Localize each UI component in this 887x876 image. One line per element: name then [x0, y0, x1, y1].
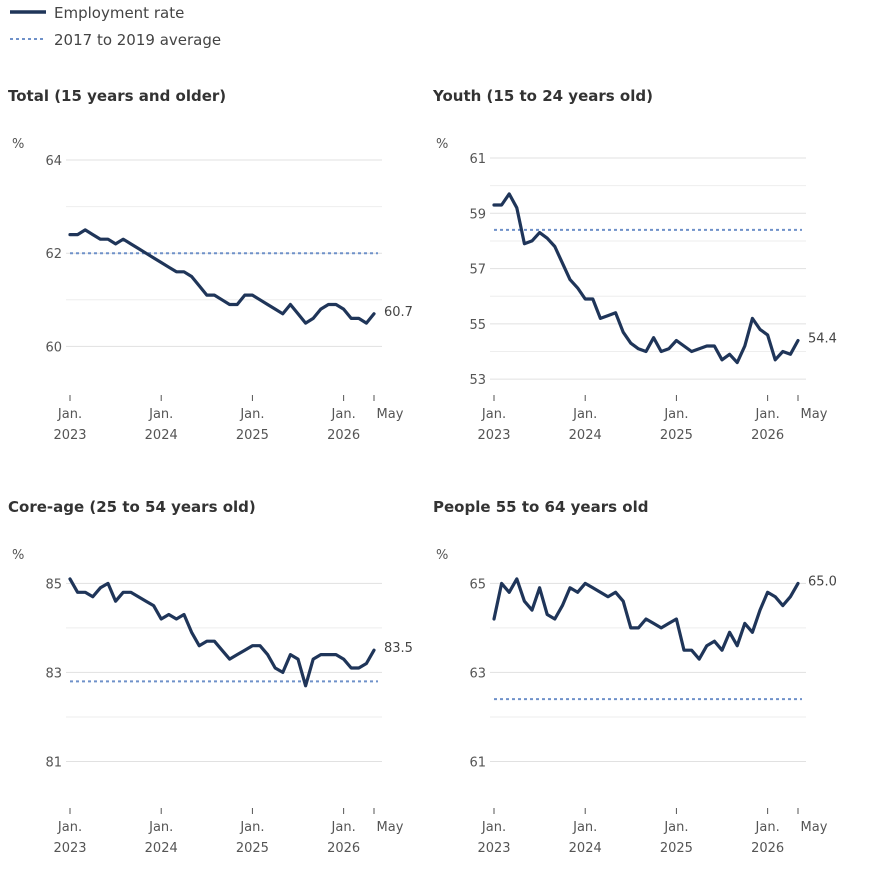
x-tick-label: Jan.: [148, 820, 173, 835]
y-tick-label: 63: [469, 666, 486, 681]
y-tick-label: 59: [469, 207, 486, 222]
legend-employment-label: Employment rate: [54, 4, 184, 22]
x-tick-label: Jan.: [755, 820, 780, 835]
x-tick-label: Jan.: [148, 407, 173, 422]
x-tick-year: 2024: [569, 841, 602, 856]
chart-panel-3: Core-age (25 to 54 years old)% 81 83 85 Jan.…: [8, 498, 413, 856]
x-tick-label: Jan.: [331, 820, 356, 835]
y-unit-label: %: [436, 137, 448, 152]
y-tick-label: 65: [469, 577, 486, 592]
legend: Employment rate 2017 to 2019 average: [10, 4, 221, 49]
chart-panel-1: Total (15 years and older)% 60 62 64 Jan. 202…: [8, 87, 413, 443]
chart-title: Core-age (25 to 54 years old): [8, 498, 256, 516]
y-tick-label: 61: [469, 152, 486, 167]
x-tick-year: 2026: [751, 841, 784, 856]
x-tick-label: Jan.: [481, 407, 506, 422]
employment-rate-line: [492, 577, 800, 661]
chart-title: Total (15 years and older): [8, 87, 226, 105]
end-value-label: 65.0: [808, 574, 837, 589]
y-tick-label: 55: [469, 318, 486, 333]
chart-panels: Total (15 years and older)% 60 62 64 Jan. 202…: [8, 87, 837, 856]
y-tick-label: 57: [469, 263, 486, 278]
chart-panel-4: People 55 to 64 years old% 61 63 65 Jan. 2023…: [433, 498, 837, 856]
chart-title: People 55 to 64 years old: [433, 498, 648, 516]
x-tick-year: 2023: [477, 428, 510, 443]
employment-rate-line: [68, 577, 376, 688]
x-tick-label: Jan.: [239, 820, 264, 835]
x-tick-label: May: [801, 820, 828, 835]
x-tick-year: 2023: [53, 428, 86, 443]
x-tick-year: 2023: [53, 841, 86, 856]
x-tick-year: 2025: [660, 428, 693, 443]
x-tick-label: Jan.: [57, 820, 82, 835]
y-tick-label: 64: [45, 154, 62, 169]
chart-panel-2: Youth (15 to 24 years old)% 53 55 57 59 61 Jan…: [432, 87, 837, 443]
employment-rate-line: [68, 228, 376, 325]
x-tick-label: Jan.: [239, 407, 264, 422]
x-tick-year: 2024: [145, 428, 178, 443]
end-value-label: 54.4: [808, 331, 837, 346]
x-tick-year: 2025: [236, 428, 269, 443]
x-tick-label: Jan.: [572, 820, 597, 835]
y-tick-label: 61: [469, 755, 486, 770]
y-tick-label: 83: [45, 666, 62, 681]
x-tick-label: Jan.: [331, 407, 356, 422]
y-tick-label: 62: [45, 247, 62, 262]
x-tick-label: Jan.: [755, 407, 780, 422]
y-tick-label: 60: [45, 340, 62, 355]
x-tick-year: 2023: [477, 841, 510, 856]
employment-rate-line: [492, 192, 800, 365]
x-tick-label: Jan.: [481, 820, 506, 835]
y-tick-label: 81: [45, 755, 62, 770]
x-tick-year: 2024: [569, 428, 602, 443]
y-tick-label: 85: [45, 577, 62, 592]
x-tick-label: May: [377, 820, 404, 835]
x-tick-year: 2026: [327, 841, 360, 856]
x-tick-label: May: [801, 407, 828, 422]
y-unit-label: %: [12, 548, 24, 563]
y-tick-label: 53: [469, 373, 486, 388]
y-unit-label: %: [436, 548, 448, 563]
x-tick-label: Jan.: [572, 407, 597, 422]
y-unit-label: %: [12, 137, 24, 152]
x-tick-year: 2025: [660, 841, 693, 856]
x-tick-year: 2026: [327, 428, 360, 443]
chart-title: Youth (15 to 24 years old): [432, 87, 653, 105]
legend-average-label: 2017 to 2019 average: [54, 31, 221, 49]
x-tick-label: Jan.: [663, 820, 688, 835]
x-tick-label: Jan.: [663, 407, 688, 422]
x-tick-label: Jan.: [57, 407, 82, 422]
x-tick-label: May: [377, 407, 404, 422]
x-tick-year: 2025: [236, 841, 269, 856]
x-tick-year: 2026: [751, 428, 784, 443]
end-value-label: 83.5: [384, 641, 413, 656]
x-tick-year: 2024: [145, 841, 178, 856]
end-value-label: 60.7: [384, 305, 413, 320]
